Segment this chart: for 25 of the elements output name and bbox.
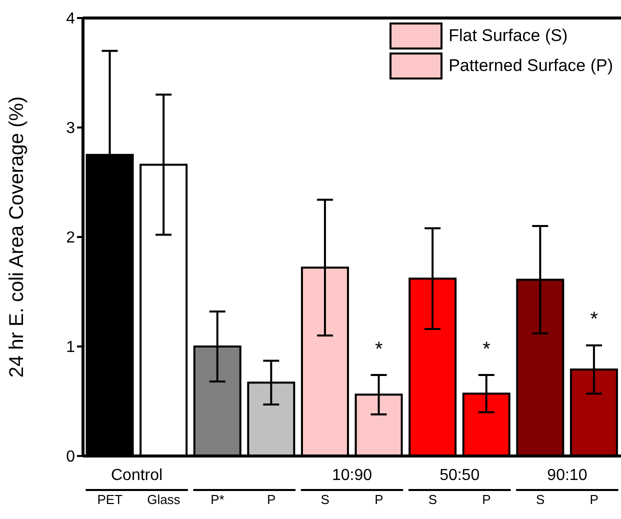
text: Control [111, 467, 163, 484]
text: 90:10 [547, 467, 588, 484]
text: 10:90 [332, 467, 372, 484]
x-tick-label: S [536, 492, 545, 507]
legend-label: Flat Surface (S) [448, 26, 568, 46]
annotation: * [482, 338, 491, 360]
annotation: * [375, 338, 383, 360]
y-tick-label: 2 [66, 230, 76, 247]
x-tick-label: P [482, 492, 491, 507]
x-tick-label: P [266, 492, 276, 507]
x-tick-label: S [320, 492, 330, 507]
y-tick-label: 0 [66, 448, 76, 466]
legend-label: Patterned Surface (P) [448, 56, 613, 76]
y-tick-label: 4 [66, 10, 76, 28]
y-axis-title: 24 hr E. coli Area Coverage (%) [6, 96, 28, 378]
text: 50:50 [440, 467, 480, 484]
y-tick-label: 1 [66, 339, 76, 356]
x-tick-label: PET [97, 492, 123, 507]
x-tick-label: Glass [147, 492, 181, 507]
annotation: * [590, 308, 598, 331]
x-tick-label: P [374, 492, 384, 507]
x-tick-label: S [428, 492, 438, 507]
x-tick-label: P* [210, 492, 224, 507]
x-tick-label: P [590, 492, 598, 507]
y-tick-label: 3 [66, 120, 76, 138]
